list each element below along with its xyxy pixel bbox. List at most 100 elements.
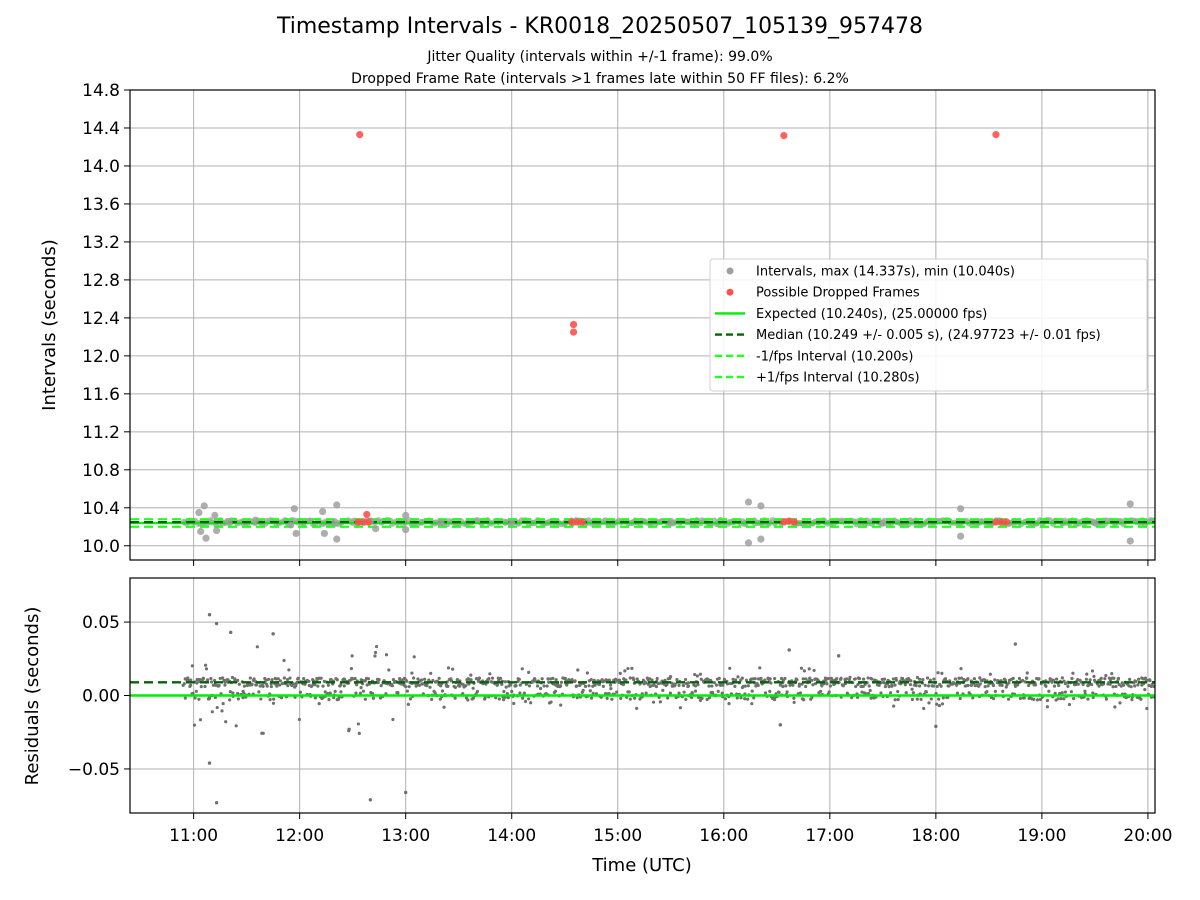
residual-point: [728, 666, 732, 670]
residual-point: [266, 677, 271, 681]
residual-point: [522, 691, 526, 695]
residual-point: [527, 684, 532, 688]
x-tick-label: 14:00: [487, 826, 536, 846]
residual-point: [597, 682, 602, 687]
residual-point: [1071, 671, 1075, 675]
residual-point: [1118, 701, 1122, 705]
residual-point: [420, 678, 424, 682]
residual-point: [455, 678, 459, 682]
residual-point: [925, 676, 930, 680]
residual-point: [621, 682, 626, 687]
residual-point: [1110, 672, 1114, 676]
residual-point: [778, 683, 782, 687]
residual-point: [736, 675, 740, 679]
residual-point: [282, 658, 286, 663]
residual-point: [371, 696, 375, 700]
residual-point: [396, 691, 400, 695]
residual-point: [991, 683, 996, 688]
x-tick-label: 20:00: [1123, 826, 1172, 846]
residual-point: [1066, 684, 1070, 688]
residual-point: [237, 682, 241, 686]
residual-point: [888, 691, 893, 695]
residual-point: [1007, 681, 1011, 685]
residual-point: [257, 690, 261, 694]
residual-point: [807, 667, 811, 671]
residual-point: [1051, 678, 1056, 682]
residual-point: [959, 667, 963, 671]
residual-point: [250, 682, 254, 686]
residual-point: [529, 701, 533, 705]
residual-point: [326, 683, 330, 687]
residual-point: [937, 697, 941, 701]
residual-point: [1025, 676, 1029, 680]
residual-point: [746, 684, 750, 688]
residual-point: [870, 677, 874, 681]
residual-point: [1092, 674, 1096, 679]
residual-point: [547, 680, 551, 684]
residual-point: [307, 679, 311, 683]
residual-point: [313, 696, 317, 700]
residual-point: [366, 677, 371, 681]
residual-point: [574, 684, 579, 688]
residual-point: [911, 691, 915, 695]
bottom-y-tick-label: −0.05: [68, 760, 120, 780]
residual-point: [1060, 676, 1064, 680]
residual-point: [1062, 679, 1066, 683]
interval-point: [508, 519, 516, 527]
residual-point: [501, 698, 506, 702]
residual-point: [593, 683, 597, 687]
residual-point: [1108, 682, 1112, 686]
residual-point: [1114, 684, 1118, 689]
residual-point: [261, 731, 265, 735]
residual-point: [234, 724, 238, 728]
residual-point: [693, 689, 698, 693]
dropped-frame-point: [780, 518, 788, 526]
residual-point: [609, 687, 613, 691]
residual-point: [189, 678, 193, 682]
residual-point: [972, 677, 977, 681]
residual-point: [773, 676, 777, 681]
residual-point: [861, 684, 865, 689]
residual-point: [695, 674, 700, 678]
residual-point: [927, 701, 931, 705]
residual-point: [1108, 678, 1113, 682]
residual-point: [844, 677, 849, 681]
residual-point: [1148, 678, 1152, 683]
residual-point: [802, 698, 806, 702]
residual-point: [217, 684, 221, 688]
residual-point: [209, 680, 214, 684]
top-y-tick-label: 10.4: [82, 499, 120, 519]
residual-point: [866, 676, 870, 680]
residual-point: [750, 702, 754, 706]
residual-point: [740, 676, 744, 680]
bottom-axis-ticks: 11:00 12:00 13:00 14:00 15:00 16:00 17:00 18:00…: [68, 613, 1173, 846]
residual-point: [343, 677, 347, 681]
legend-box: [709, 258, 1148, 392]
dropped-frame-point: [992, 518, 1000, 526]
residual-point: [197, 697, 201, 701]
residual-point: [910, 697, 915, 702]
residual-point: [221, 701, 225, 706]
residual-point: [918, 677, 922, 681]
residual-point: [518, 683, 522, 687]
residual-point: [929, 697, 933, 701]
residual-point: [947, 684, 951, 688]
residual-point: [1057, 683, 1061, 688]
residual-outlier-point: [207, 761, 212, 765]
residual-point: [471, 686, 475, 690]
residual-point: [993, 689, 997, 693]
residual-point: [649, 684, 653, 688]
residual-point: [477, 676, 481, 680]
legend-label: Intervals, max (14.337s), min (10.040s): [756, 265, 1015, 280]
residual-point: [296, 676, 300, 680]
residual-point: [686, 681, 691, 685]
residual-point: [1090, 683, 1094, 687]
residual-point: [768, 689, 772, 693]
residual-point: [218, 676, 222, 681]
residual-point: [487, 677, 491, 681]
residual-outlier-point: [368, 798, 373, 802]
residual-point: [978, 676, 982, 680]
residual-point: [610, 697, 614, 701]
dropped-frame-point: [997, 518, 1005, 526]
residual-point: [589, 677, 593, 682]
